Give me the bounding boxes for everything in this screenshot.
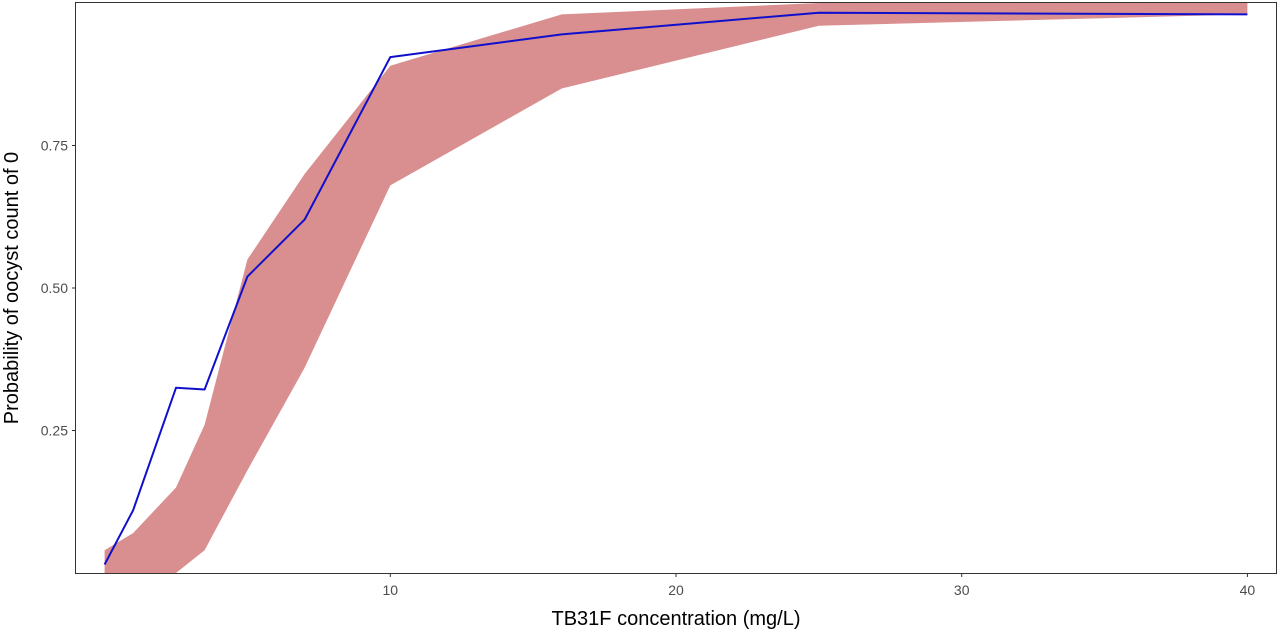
y-tick-label: 0.75 [41,138,68,154]
x-axis-title: TB31F concentration (mg/L) [552,608,801,630]
y-axis: 0.25 0.50 0.75 [41,138,76,439]
confidence-band [104,3,1248,573]
x-tick-label: 10 [382,582,398,598]
y-axis-title: Probability of oocyst count of 0 [1,152,23,424]
x-axis: 10 20 30 40 [382,573,1255,598]
confidence-band-layer [104,3,1248,573]
x-tick-label: 30 [954,582,970,598]
series-line-0 [103,11,1248,565]
y-tick-label: 0.25 [41,423,68,439]
y-tick-label: 0.50 [41,280,68,296]
x-tick-label: 40 [1240,582,1256,598]
series-line-layer [103,11,1248,565]
x-tick-label: 20 [668,582,684,598]
